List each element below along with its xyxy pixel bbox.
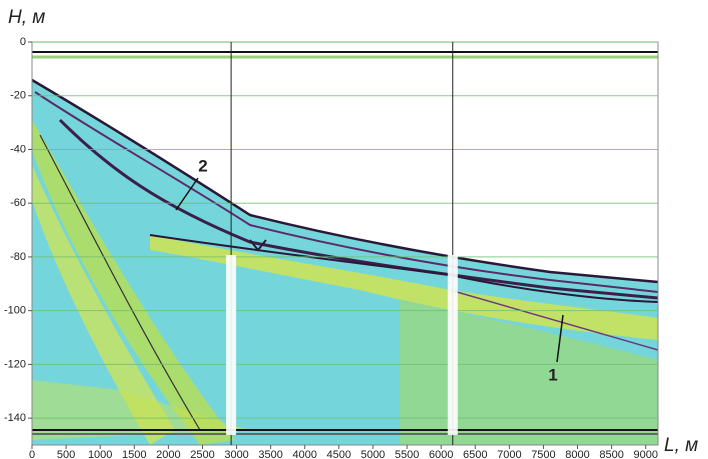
x-tick-label: 8500	[599, 449, 623, 459]
marker-strip	[448, 255, 458, 435]
x-axis-label: L, м	[664, 435, 698, 456]
x-tick-label: 4000	[293, 449, 317, 459]
x-tick-label: 1500	[122, 449, 146, 459]
chart: H, м L, м -140 -120 -100 -80 -60 -40 -20 0 0 500 1…	[0, 0, 708, 459]
y-tick-label: -80	[10, 251, 26, 263]
annotation: 1	[548, 365, 557, 384]
y-tick-label: 0	[20, 36, 26, 48]
annotation: 2	[198, 156, 207, 175]
x-tick-label: 2500	[190, 449, 214, 459]
x-tick-label: 3000	[224, 449, 248, 459]
x-tick-label: 8000	[565, 449, 589, 459]
x-tick-label: 9000	[633, 449, 657, 459]
x-tick-label: 5500	[395, 449, 419, 459]
x-tick-label: 5000	[361, 449, 385, 459]
profile-image	[32, 42, 658, 445]
marker-strip	[226, 255, 236, 435]
y-axis-label: H, м	[8, 7, 45, 28]
y-tick-label: -120	[4, 358, 26, 370]
y-tick-label: -60	[10, 197, 26, 209]
x-tick-label: 6000	[429, 449, 453, 459]
x-tick-label: 3500	[258, 449, 282, 459]
x-tick-label: 4500	[327, 449, 351, 459]
x-tick-label: 2000	[156, 449, 180, 459]
x-tick-label: 500	[57, 449, 75, 459]
x-tick-label: 6500	[463, 449, 487, 459]
y-tick-label: -140	[4, 412, 26, 424]
x-tick-label: 0	[29, 449, 35, 459]
y-tick-label: -100	[4, 305, 26, 317]
y-tick-label: -20	[10, 90, 26, 102]
y-tick-label: -40	[10, 143, 26, 155]
x-tick-label: 7500	[531, 449, 555, 459]
x-tick-label: 7000	[497, 449, 521, 459]
x-tick-label: 1000	[88, 449, 112, 459]
